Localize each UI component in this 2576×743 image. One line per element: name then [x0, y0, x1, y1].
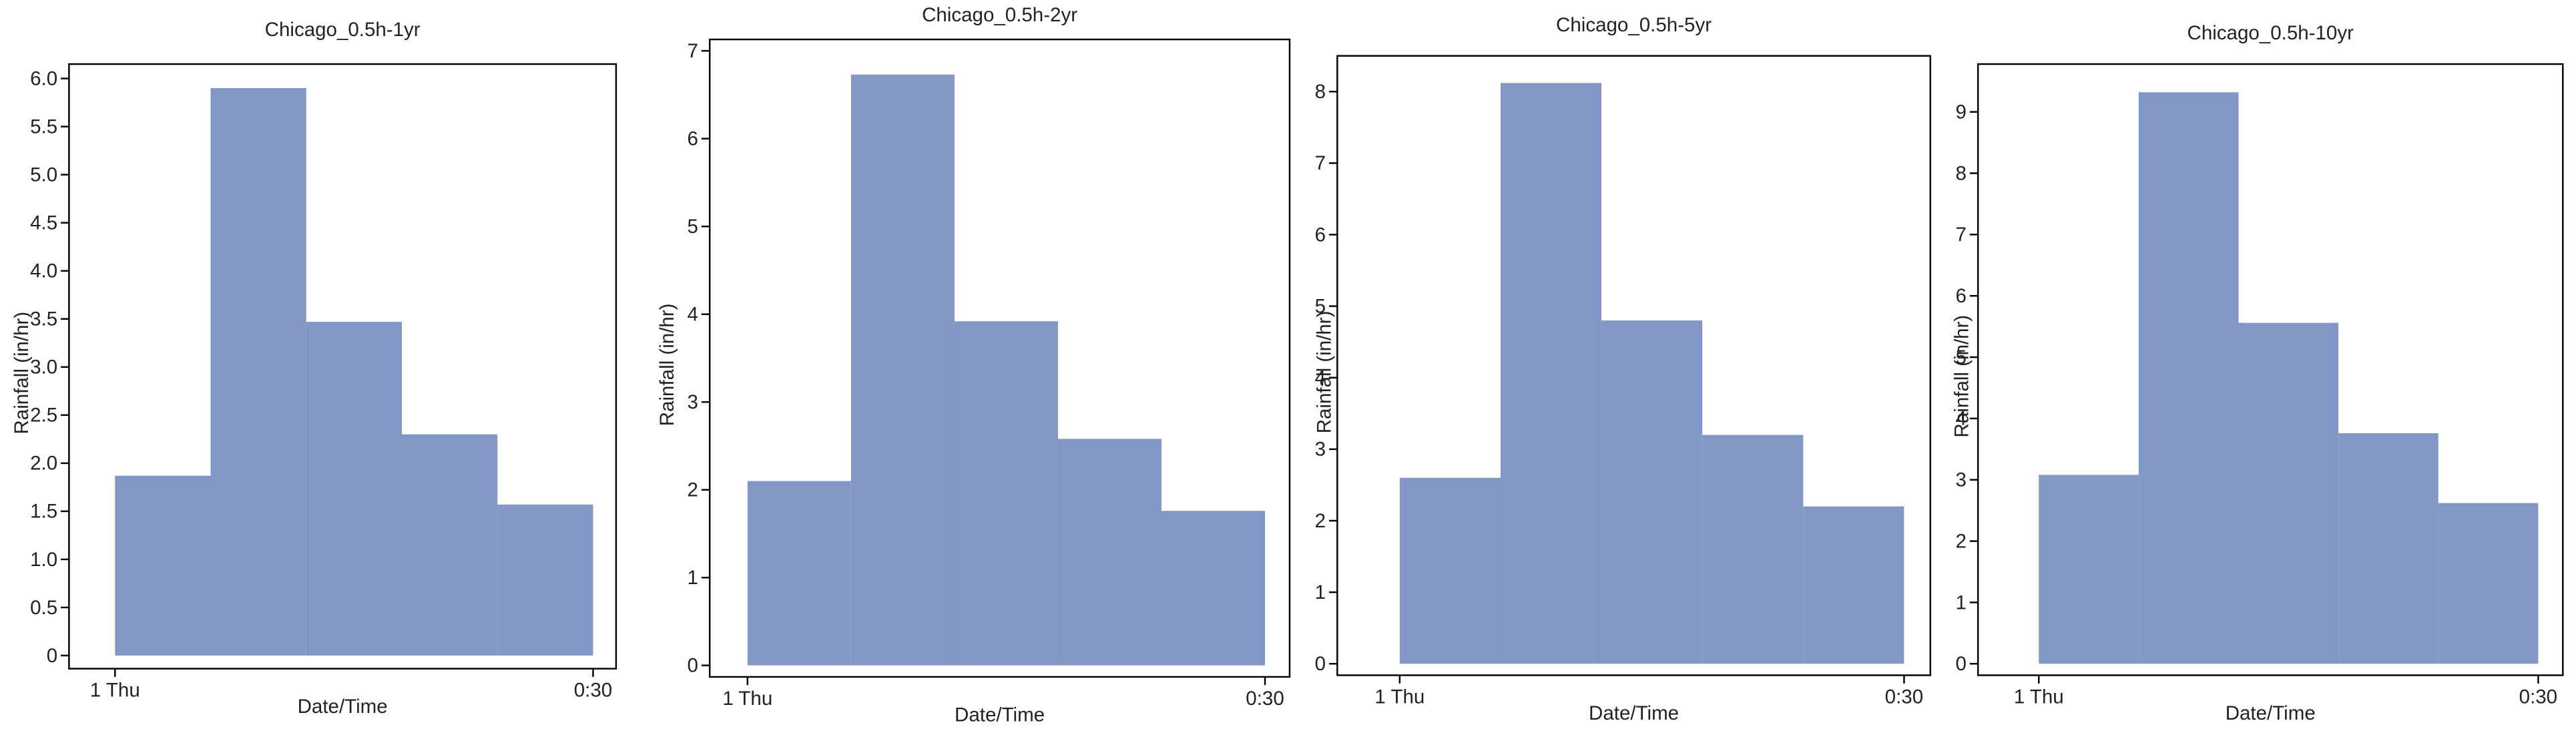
x-axis-label: Date/Time	[1589, 702, 1679, 724]
y-tick-label: 8	[1315, 81, 1326, 103]
y-tick-label: 7	[1956, 224, 1967, 246]
y-tick-label: 2	[1956, 530, 1967, 552]
y-tick-label: 1.5	[30, 501, 57, 523]
bar	[2039, 475, 2139, 664]
bar	[210, 87, 306, 656]
x-tick-label: 0:30	[1246, 688, 1284, 710]
y-tick-label: 4.5	[30, 212, 57, 234]
bar	[2138, 92, 2239, 664]
bar	[954, 321, 1058, 666]
x-axis-label: Date/Time	[2226, 702, 2316, 724]
y-tick-label: 3	[1315, 439, 1326, 461]
y-tick-label: 2	[1315, 510, 1326, 532]
x-axis-label: Date/Time	[955, 704, 1045, 726]
y-axis-label: Rainfall (in/hr)	[11, 312, 33, 435]
bar	[2338, 433, 2438, 664]
y-tick-label: 1	[1315, 581, 1326, 603]
bar	[1399, 477, 1501, 664]
bar	[306, 322, 402, 656]
y-tick-label: 4	[1956, 408, 1967, 430]
x-tick-label: 1 Thu	[722, 688, 772, 710]
y-tick-label: 1.0	[30, 549, 57, 571]
bar	[1702, 435, 1804, 664]
chart-title: Chicago_0.5h-10yr	[2187, 22, 2354, 44]
y-tick-label: 2.0	[30, 453, 57, 475]
y-tick-label: 8	[1956, 162, 1967, 184]
y-tick-label: 3	[1956, 469, 1967, 491]
y-tick-label: 6	[1315, 224, 1326, 246]
bar	[115, 475, 211, 656]
y-tick-label: 5.0	[30, 164, 57, 186]
y-tick-label: 5	[1956, 346, 1967, 368]
y-tick-label: 2.5	[30, 405, 57, 427]
y-tick-label: 0	[47, 645, 57, 667]
bar	[1803, 506, 1904, 664]
y-tick-label: 5	[1315, 295, 1326, 317]
y-axis-label: Rainfall (in/hr)	[656, 304, 678, 427]
chart-title: Chicago_0.5h-2yr	[922, 4, 1077, 26]
plot-frame	[1977, 63, 2564, 676]
y-tick-label: 4.0	[30, 260, 57, 282]
x-axis-label: Date/Time	[298, 696, 388, 718]
x-tick-label: 0:30	[574, 679, 612, 701]
bar	[1601, 320, 1703, 664]
bar	[497, 504, 593, 656]
chart-panel: 0 0.5 1.0 1.5 2.0 2.5 3.0 3.5 4.0 4.5 5.0 5.5 6.0 1 T…	[11, 19, 617, 718]
y-tick-label: 6.0	[30, 67, 57, 89]
y-tick-label: 3	[688, 391, 698, 413]
bar	[1161, 511, 1266, 666]
x-tick-label: 1 Thu	[2014, 686, 2064, 708]
x-tick-label: 1 Thu	[1374, 686, 1425, 708]
y-tick-label: 7	[688, 40, 698, 62]
y-tick-label: 3.0	[30, 356, 57, 379]
y-tick-label: 9	[1956, 101, 1967, 123]
x-tick-label: 0:30	[1885, 686, 1923, 708]
y-tick-label: 4	[1315, 367, 1326, 389]
bar	[1057, 439, 1162, 666]
bar	[850, 74, 955, 666]
y-tick-label: 2	[688, 479, 698, 501]
plot-frame	[1336, 55, 1932, 676]
chart-title: Chicago_0.5h-1yr	[265, 19, 421, 41]
y-tick-label: 5	[688, 216, 698, 238]
x-tick-label: 1 Thu	[90, 679, 140, 701]
y-tick-label: 1	[1956, 591, 1967, 613]
y-tick-label: 0.5	[30, 597, 57, 619]
chart-panel: 0 1 2 3 4 5 6 7 1 Thu 0:30 Chicago_0.5h-2yr Date/Ti…	[656, 4, 1291, 726]
y-tick-label: 4	[688, 304, 698, 326]
bar	[2438, 503, 2539, 664]
chart-panel: 0 1 2 3 4 5 6 7 8 9 1 Thu 0:30 Chicago_0.5h-10yr Date…	[1951, 22, 2564, 724]
x-tick-label: 0:30	[2519, 686, 2557, 708]
bar	[747, 481, 851, 666]
y-tick-label: 0	[1956, 653, 1967, 675]
y-tick-label: 6	[688, 128, 698, 150]
y-tick-label: 1	[688, 567, 698, 589]
y-tick-label: 3.5	[30, 308, 57, 330]
y-tick-label: 0	[1315, 653, 1326, 675]
bar	[2238, 322, 2339, 664]
bar	[401, 434, 498, 656]
y-axis-label: Rainfall (in/hr)	[1951, 315, 1973, 438]
y-tick-label: 7	[1315, 152, 1326, 174]
plot-frame	[708, 38, 1291, 678]
bar	[1500, 83, 1602, 664]
chart-panel: 0 1 2 3 4 5 6 7 8 1 Thu 0:30 Chicago_0.5h-5yr Date/T…	[1313, 14, 1932, 724]
y-tick-label: 5.5	[30, 115, 57, 138]
y-axis-label: Rainfall (in/hr)	[1313, 311, 1335, 434]
chart-title: Chicago_0.5h-5yr	[1556, 14, 1712, 36]
y-tick-label: 0	[688, 655, 698, 677]
y-tick-label: 6	[1956, 285, 1967, 307]
